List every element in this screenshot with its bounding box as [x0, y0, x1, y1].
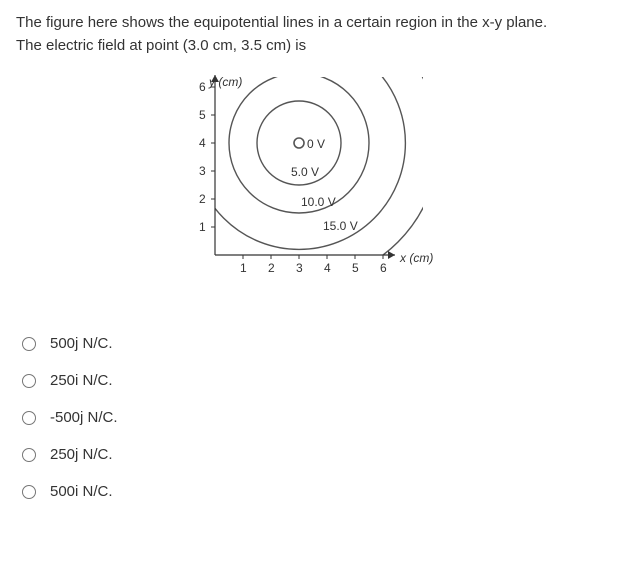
option-b[interactable]: 250i N/C. [16, 362, 614, 399]
option-c[interactable]: -500j N/C. [16, 399, 614, 436]
answer-options: 500j N/C. 250i N/C. -500j N/C. 250j N/C.… [16, 325, 614, 510]
x-tick-4: 4 [324, 261, 331, 275]
option-a-label: 500j N/C. [50, 335, 113, 352]
radio-b[interactable] [22, 374, 36, 388]
x-axis-label: x (cm) [400, 251, 433, 265]
y-tick-5: 5 [199, 108, 206, 122]
ring-label-0: 0 V [307, 137, 325, 151]
y-tick-6: 6 [199, 80, 206, 94]
radio-a[interactable] [22, 337, 36, 351]
radio-d[interactable] [22, 448, 36, 462]
figure-container: y (cm) x (cm) 1 2 3 4 5 6 1 2 3 4 5 6 0 V 5.0 V 10.0 … [16, 75, 614, 295]
equipotential-figure: y (cm) x (cm) 1 2 3 4 5 6 1 2 3 4 5 6 0 V 5.0 V 10.0 … [175, 75, 455, 295]
x-tick-3: 3 [296, 261, 303, 275]
option-d-label: 250j N/C. [50, 446, 113, 463]
y-axis-label: y (cm) [209, 75, 242, 89]
option-d[interactable]: 250j N/C. [16, 436, 614, 473]
y-tick-2: 2 [199, 192, 206, 206]
ring-label-3: 15.0 V [323, 219, 358, 233]
question-line-2: The electric field at point (3.0 cm, 3.5… [16, 37, 306, 54]
option-e-label: 500i N/C. [50, 483, 113, 500]
radio-e[interactable] [22, 485, 36, 499]
y-tick-4: 4 [199, 136, 206, 150]
x-tick-2: 2 [268, 261, 275, 275]
option-b-label: 250i N/C. [50, 372, 113, 389]
radio-c[interactable] [22, 411, 36, 425]
x-tick-5: 5 [352, 261, 359, 275]
x-tick-6: 6 [380, 261, 387, 275]
ring-label-1: 5.0 V [291, 165, 319, 179]
question-line-1: The figure here shows the equipotential … [16, 14, 547, 31]
y-tick-3: 3 [199, 164, 206, 178]
x-tick-1: 1 [240, 261, 247, 275]
option-e[interactable]: 500i N/C. [16, 473, 614, 510]
option-c-label: -500j N/C. [50, 409, 118, 426]
question-text: The figure here shows the equipotential … [16, 12, 614, 57]
option-a[interactable]: 500j N/C. [16, 325, 614, 362]
y-tick-1: 1 [199, 220, 206, 234]
ring-label-2: 10.0 V [301, 195, 336, 209]
